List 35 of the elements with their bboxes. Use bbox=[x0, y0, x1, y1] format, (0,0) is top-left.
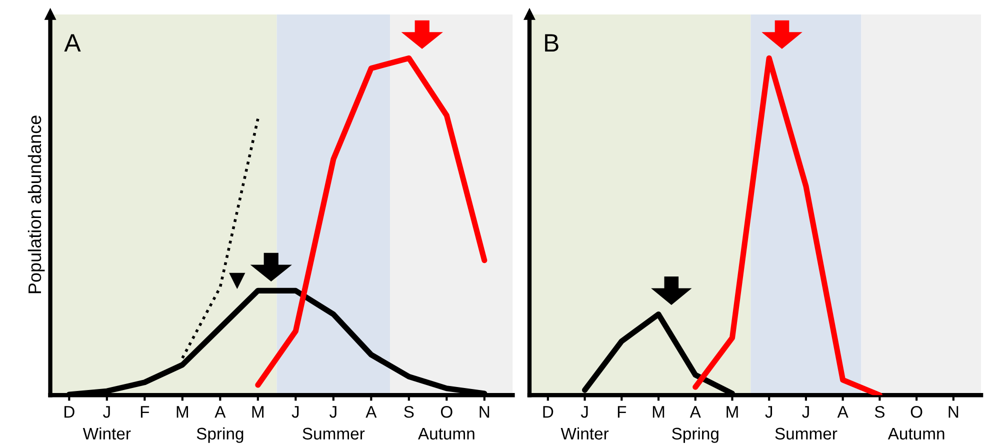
text: Winter bbox=[560, 427, 609, 440]
x-tick-label: J bbox=[292, 406, 299, 418]
x-tick-label: N bbox=[948, 406, 958, 418]
x-tick-label: J bbox=[330, 406, 336, 418]
x-tick-label: F bbox=[618, 406, 626, 418]
x-tick-label: J bbox=[765, 406, 772, 418]
x-tick-label: M bbox=[652, 406, 664, 418]
x-tick-label: J bbox=[580, 406, 588, 418]
x-tick-label: J bbox=[802, 406, 809, 418]
x-tick-label: F bbox=[140, 406, 150, 418]
text: Summer bbox=[775, 428, 838, 440]
chart-title: A bbox=[64, 34, 81, 52]
x-tick-label: S bbox=[874, 406, 884, 418]
chart-title: B bbox=[545, 34, 558, 52]
x-tick-label: S bbox=[404, 406, 414, 418]
x-tick-label: A bbox=[690, 406, 701, 418]
x-tick-label: A bbox=[214, 406, 226, 418]
text: Winter bbox=[82, 427, 131, 440]
text: Autumn bbox=[418, 428, 474, 440]
x-tick-label: O bbox=[910, 406, 922, 418]
x-tick-label: J bbox=[103, 406, 110, 418]
text: Spring bbox=[672, 427, 718, 443]
x-tick-label: O bbox=[440, 406, 452, 418]
text: Spring bbox=[196, 427, 244, 443]
text: Autumn bbox=[888, 428, 944, 440]
y-axis-title: Population abundance bbox=[28, 116, 45, 294]
x-tick-label: A bbox=[366, 406, 377, 418]
x-tick-label: M bbox=[726, 406, 738, 418]
text: Summer bbox=[302, 428, 365, 440]
x-tick-label: A bbox=[837, 406, 848, 418]
x-tick-label: D bbox=[64, 406, 74, 418]
x-tick-label: M bbox=[252, 406, 264, 418]
x-tick-label: D bbox=[543, 406, 554, 418]
x-tick-label: M bbox=[176, 406, 188, 418]
x-tick-label: N bbox=[480, 406, 490, 418]
